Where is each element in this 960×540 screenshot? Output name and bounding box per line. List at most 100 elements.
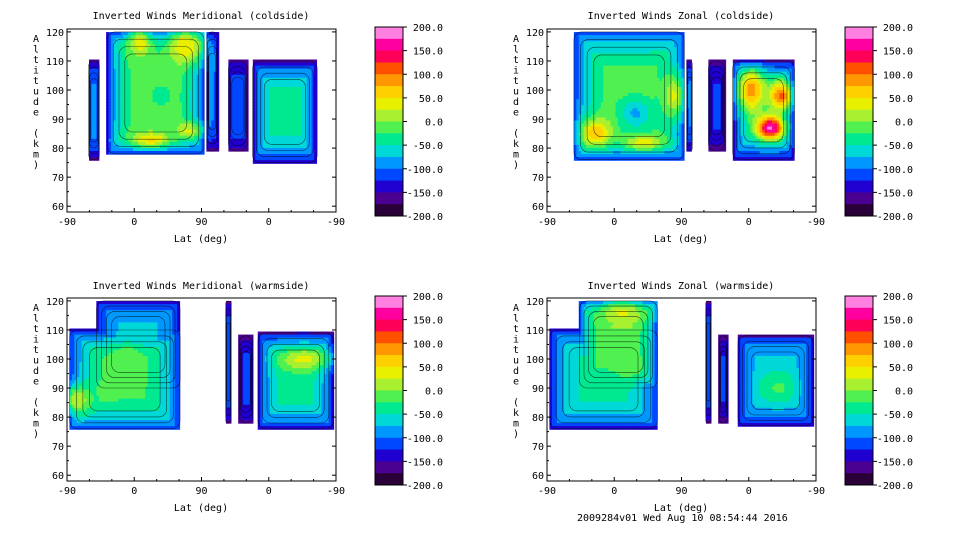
field-cell [720, 105, 724, 109]
field-cell [732, 68, 736, 73]
field-cell [230, 126, 234, 131]
field-cell [157, 50, 161, 54]
field-cell [142, 56, 146, 61]
field-cell [637, 41, 641, 45]
field-cell [120, 65, 124, 70]
field-cell [277, 99, 281, 103]
field-cell [260, 126, 264, 131]
field-cell [642, 80, 646, 85]
field-cell [674, 47, 678, 51]
field-cell [255, 117, 259, 122]
field-cell [235, 65, 239, 70]
field-cell [661, 90, 665, 94]
field-cell [671, 108, 675, 112]
field-cell [313, 157, 318, 161]
field-cell [145, 65, 149, 70]
field-cell [647, 44, 651, 48]
field-cell [201, 32, 205, 36]
field-cell [238, 117, 242, 122]
field-cell [605, 35, 609, 39]
field-cell [786, 62, 790, 67]
field-cell [608, 90, 612, 94]
field-cell [713, 65, 717, 70]
field-cell [625, 65, 629, 70]
field-cell [150, 132, 154, 137]
field-cell [113, 96, 117, 100]
field-cell [106, 114, 110, 119]
field-cell [172, 126, 176, 131]
field-cell [211, 50, 215, 54]
field-cell [745, 90, 749, 94]
field-cell [661, 35, 665, 39]
field-cell [279, 65, 283, 70]
field-cell [235, 111, 239, 115]
field-cell [591, 102, 595, 106]
field-cell [774, 74, 778, 79]
field-cell [199, 68, 203, 73]
contour-line [206, 31, 218, 152]
field-cell [299, 59, 303, 64]
field-cell [262, 80, 266, 85]
field-cell [282, 74, 286, 79]
field-cell [762, 59, 766, 64]
field-cell [184, 71, 188, 76]
field-cell [113, 59, 117, 64]
field-cell [208, 108, 212, 112]
field-cell [150, 68, 154, 73]
field-cell [289, 144, 293, 149]
field-cell [194, 68, 198, 73]
field-cell [296, 147, 300, 152]
field-cell [115, 102, 119, 106]
field-cell [647, 56, 651, 61]
field-cell [279, 93, 283, 97]
field-cell [118, 108, 122, 112]
field-cell [91, 129, 95, 134]
field-cell [299, 117, 303, 122]
field-cell [162, 105, 166, 109]
field-cell [89, 71, 93, 76]
field-cell [162, 102, 166, 106]
field-cell [150, 105, 154, 109]
field-cell [272, 68, 276, 73]
field-cell [576, 62, 580, 67]
field-cell [639, 53, 643, 58]
field-cell [201, 114, 205, 119]
field-cell [622, 108, 626, 112]
colorbar-swatch [375, 62, 403, 75]
field-cell [595, 65, 599, 70]
field-cell [654, 111, 658, 115]
field-cell [145, 117, 149, 122]
field-cell [177, 129, 181, 134]
field-cell [291, 138, 296, 143]
field-cell [635, 35, 639, 39]
field-cell [162, 147, 166, 152]
field-cell [265, 65, 269, 70]
field-cell [208, 62, 212, 67]
field-cell [181, 47, 185, 51]
field-cell [213, 41, 217, 45]
field-cell [157, 129, 161, 134]
field-cell [255, 65, 259, 70]
field-cell [274, 160, 278, 164]
field-cell [169, 68, 173, 73]
field-cell [120, 99, 124, 103]
field-cell [279, 96, 283, 100]
field-cell [150, 96, 154, 100]
field-cell [649, 96, 653, 100]
field-cell [279, 141, 283, 146]
field-cell [152, 53, 156, 58]
field-cell [576, 53, 580, 58]
field-cell [269, 96, 274, 100]
field-cell [608, 102, 612, 106]
field-cell [784, 68, 788, 73]
field-cell [269, 111, 274, 115]
field-cell [742, 99, 746, 103]
field-cell [642, 68, 646, 73]
field-cell [774, 111, 778, 115]
field-cell [179, 77, 183, 82]
field-cell [649, 59, 653, 64]
field-cell [573, 96, 577, 100]
field-cell [265, 126, 269, 131]
field-cell [140, 62, 144, 67]
field-cell [240, 90, 244, 94]
